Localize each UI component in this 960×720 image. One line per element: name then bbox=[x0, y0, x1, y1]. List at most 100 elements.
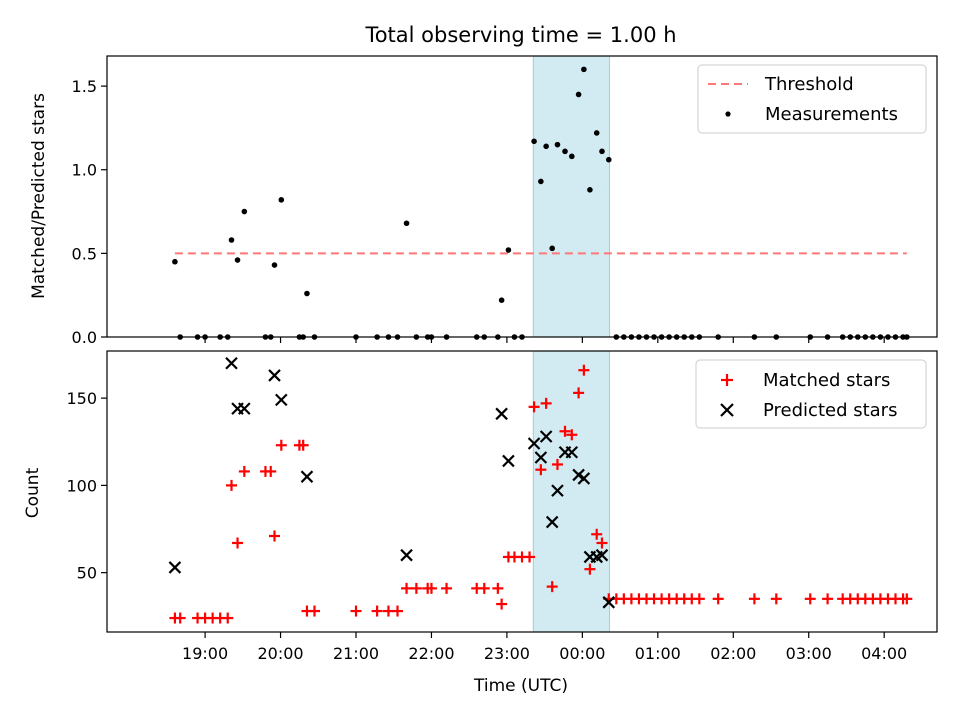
matched-star-marker bbox=[596, 537, 608, 549]
measurement-point bbox=[278, 197, 285, 203]
predicted-star-marker bbox=[495, 407, 508, 421]
top-y-ticks: 0.0 0.5 1.0 1.5 bbox=[72, 77, 107, 347]
top-legend: Threshold Measurements bbox=[697, 64, 927, 134]
x-tick-label: 03:00 bbox=[786, 644, 832, 663]
predicted-star-marker-b bbox=[502, 454, 515, 468]
matched-star-marker bbox=[804, 593, 816, 605]
matched-star-marker bbox=[559, 425, 571, 437]
top-y-tick-label: 0.5 bbox=[72, 244, 97, 263]
predicted-star-marker bbox=[268, 369, 281, 382]
matched-star-marker bbox=[269, 530, 281, 542]
predicted-star-marker bbox=[539, 430, 553, 443]
matched-star-marker bbox=[222, 612, 234, 624]
predicted-star-marker-b bbox=[527, 437, 541, 450]
measurement-point bbox=[271, 262, 278, 268]
measurement-point bbox=[241, 208, 248, 215]
matched-star-marker bbox=[578, 364, 590, 376]
measurement-point bbox=[599, 148, 605, 155]
predicted-stars-layer bbox=[168, 356, 616, 609]
matched-star-marker bbox=[901, 593, 913, 605]
matched-star-marker bbox=[566, 429, 578, 441]
predicted-star-marker bbox=[238, 402, 251, 415]
predicted-star-marker-b bbox=[495, 407, 508, 421]
measurement-point bbox=[304, 290, 310, 297]
matched-star-marker bbox=[573, 387, 585, 399]
measurements-legend-swatch bbox=[725, 111, 731, 117]
matched-star-marker bbox=[174, 612, 186, 624]
measurement-point bbox=[403, 220, 410, 227]
predicted-star-marker bbox=[502, 454, 515, 468]
x-tick-label: 01:00 bbox=[635, 644, 681, 663]
x-tick-label: 19:00 bbox=[182, 644, 228, 663]
predicted-star-marker-b bbox=[602, 596, 616, 609]
top-axes-frame bbox=[106, 55, 938, 338]
predicted-star-marker-b bbox=[400, 548, 413, 562]
matched-star-marker bbox=[540, 397, 552, 409]
measurement-point bbox=[172, 258, 178, 265]
measurements-legend-label: Measurements bbox=[765, 104, 898, 125]
matched-star-marker bbox=[232, 537, 244, 549]
predicted-stars-legend-swatch bbox=[720, 403, 734, 417]
matched-star-marker bbox=[392, 605, 403, 617]
predicted-stars-legend-label: Predicted stars bbox=[763, 400, 897, 421]
x-tick-label: 04:00 bbox=[861, 644, 907, 663]
predicted-star-marker-b bbox=[577, 472, 591, 485]
predicted-star-marker-b bbox=[551, 484, 564, 497]
matched-star-marker bbox=[822, 593, 834, 605]
measurement-point bbox=[569, 153, 575, 160]
matched-star-marker bbox=[441, 582, 453, 594]
matched-star-marker bbox=[693, 593, 705, 605]
measurement-point bbox=[531, 138, 537, 145]
matched-star-marker bbox=[528, 401, 540, 413]
matched-star-marker bbox=[238, 465, 250, 477]
predicted-star-marker-b bbox=[300, 470, 314, 483]
predicted-star-marker-b bbox=[565, 445, 579, 459]
measurement-point bbox=[575, 91, 582, 98]
bottom-legend-box bbox=[695, 359, 927, 429]
matched-stars-legend-swatch bbox=[721, 374, 733, 386]
bottom-y-tick-label: 100 bbox=[66, 476, 97, 495]
matched-star-marker bbox=[371, 605, 383, 617]
predicted-star-marker bbox=[225, 356, 238, 370]
bottom-y-axis-label: Count bbox=[23, 467, 43, 518]
matched-star-marker bbox=[546, 581, 558, 593]
threshold-legend-label: Threshold bbox=[764, 74, 854, 95]
bottom-legend: Matched stars Predicted stars bbox=[695, 359, 927, 429]
matched-star-marker bbox=[492, 582, 504, 594]
predicted-star-marker-b bbox=[168, 561, 182, 574]
predicted-star-marker bbox=[551, 484, 564, 497]
top-x-ticks bbox=[204, 337, 885, 343]
measurement-point bbox=[549, 245, 555, 252]
measurement-point bbox=[562, 148, 568, 155]
measurement-point bbox=[538, 178, 544, 185]
predicted-star-marker-b bbox=[268, 369, 281, 382]
matched-star-marker bbox=[410, 582, 422, 594]
predicted-star-marker bbox=[595, 548, 609, 562]
bottom-axes-frame bbox=[106, 350, 938, 633]
x-tick-label: 02:00 bbox=[710, 644, 756, 663]
bottom-y-tick-label: 150 bbox=[66, 389, 97, 408]
top-y-tick-label: 1.5 bbox=[72, 77, 97, 96]
x-tick-label: 21:00 bbox=[333, 644, 379, 663]
predicted-star-marker-b bbox=[534, 451, 548, 464]
matched-star-marker bbox=[297, 439, 309, 451]
matched-star-marker bbox=[551, 458, 563, 470]
matched-star-marker bbox=[748, 593, 760, 605]
matched-star-marker bbox=[524, 551, 536, 563]
matched-star-marker bbox=[496, 598, 508, 610]
predicted-star-marker bbox=[545, 515, 559, 529]
matched-star-marker bbox=[478, 582, 490, 594]
matched-stars-layer bbox=[169, 364, 913, 624]
bottom-x-ticks: 19:00 20:00 21:00 22:00 23:00 00:00 01:00 02:00… bbox=[182, 632, 907, 663]
matched-star-marker bbox=[401, 582, 413, 594]
matched-star-marker bbox=[265, 465, 277, 477]
top-y-axis-label: Matched/Predicted stars bbox=[29, 93, 49, 299]
matched-star-marker bbox=[350, 605, 362, 617]
x-tick-label: 23:00 bbox=[484, 644, 530, 663]
predicted-star-marker bbox=[565, 445, 579, 459]
bottom-y-tick-label: 50 bbox=[77, 564, 97, 583]
bottom-y-ticks: 50 100 150 bbox=[66, 389, 107, 583]
chart-title: Total observing time = 1.00 h bbox=[364, 23, 676, 47]
measurement-point bbox=[593, 130, 600, 136]
